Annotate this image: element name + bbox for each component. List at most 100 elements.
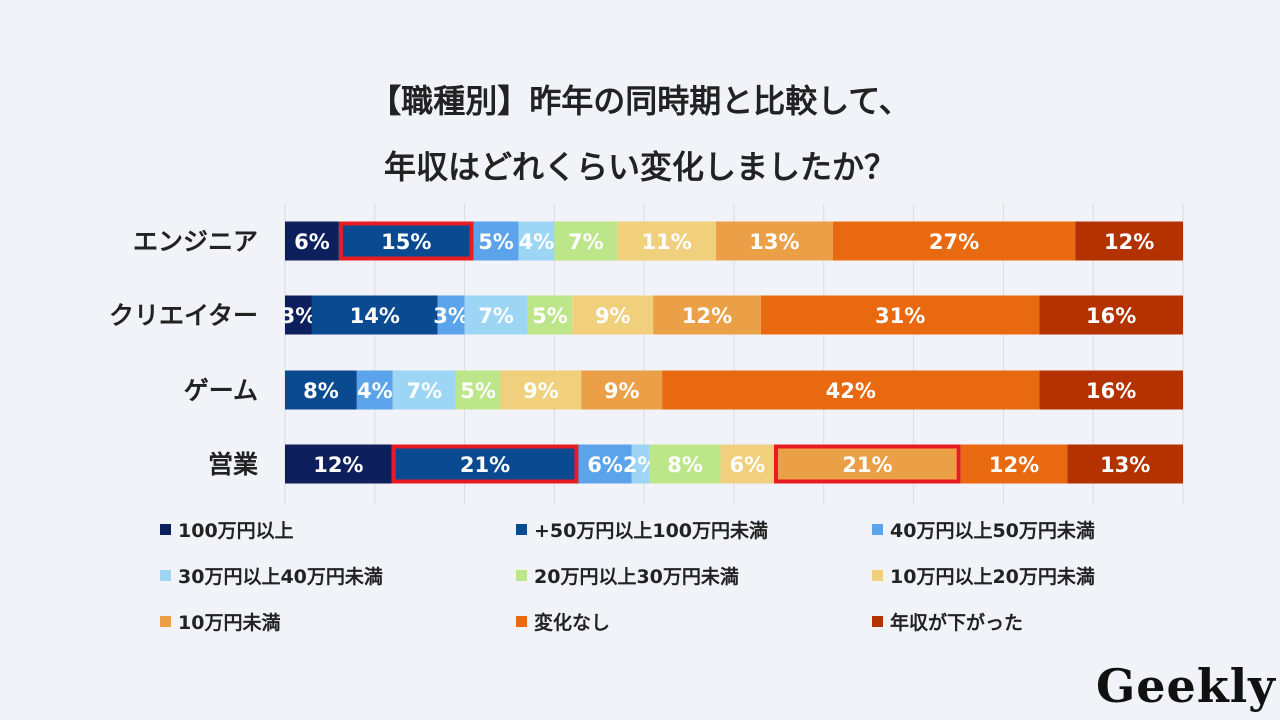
bar-segment [1067,444,1183,484]
data-label: 16% [1086,304,1136,328]
data-label: 12% [682,304,732,328]
legend-item: 10万円未満 [160,608,280,635]
geekly-logo: Geekly [1096,659,1276,713]
bar-segment [391,444,579,484]
legend-item: 30万円以上40万円未満 [160,562,383,589]
legend-label: 10万円以上20万円未満 [890,566,1095,588]
bar-segment [716,221,833,261]
legend-swatch [872,570,883,581]
category-label: ゲーム [184,376,258,405]
data-label: 31% [875,304,925,328]
highlight-box [338,221,474,261]
data-label: 8% [303,379,339,403]
bar-segment [653,295,761,335]
category-label: クリエイター [109,301,258,330]
data-label: 15% [381,230,431,254]
category-label: 営業 [208,450,258,479]
data-label: 5% [532,304,568,328]
bar-segment [760,295,1040,335]
category-label: エンジニア [133,227,258,256]
data-label: 6% [294,230,330,254]
bar-segment [473,221,519,261]
bar-segment [1039,370,1183,410]
data-label: 13% [749,230,799,254]
chart-title: 【職種別】昨年の同時期と比較して、 年収はどれくらい変化しましたか？ [0,68,1280,200]
legend-swatch [160,524,171,535]
bar-segment [617,221,717,261]
legend-item: 年収が下がった [872,608,1023,635]
data-label: 6% [730,453,766,477]
legend-swatch [516,570,527,581]
legend-label: +50万円以上100万円未満 [534,520,769,542]
bar-segment [338,221,474,261]
bar-segment [285,295,312,335]
legend-item: 100万円以上 [160,516,294,543]
bar-segment [662,370,1040,410]
legend-label: 30万円以上40万円未満 [178,566,383,588]
bar-segment [960,444,1068,484]
legend-item: 20万円以上30万円未満 [516,562,739,589]
legend-swatch [872,616,883,627]
highlight-box [774,444,961,484]
data-label: 7% [478,304,514,328]
bar-segment [1075,221,1183,261]
bar-segment [554,221,618,261]
bar-segment [285,370,357,410]
chart-title-line-1: 【職種別】昨年の同時期と比較して、 [369,82,911,120]
data-label: 27% [929,230,979,254]
legend-label: 年収が下がった [890,612,1024,634]
data-label: 12% [989,453,1039,477]
data-label: 8% [667,453,703,477]
legend-swatch [516,616,527,627]
chart-legend: 100万円以上 +50万円以上100万円未満 40万円以上50万円未満 30万円以上4… [160,508,1160,648]
data-label: 42% [826,379,876,403]
data-label: 21% [460,453,510,477]
data-label: 5% [478,230,514,254]
legend-item: 変化なし [516,608,610,635]
data-label: 13% [1100,453,1150,477]
data-label: 12% [313,453,363,477]
bar-segment [464,295,528,335]
bar-segment [311,295,438,335]
bar-segment [631,444,650,484]
data-label: 5% [460,379,496,403]
legend-label: 10万円未満 [178,612,281,634]
data-label: 11% [642,230,692,254]
bar-segment [527,295,573,335]
data-label: 14% [350,304,400,328]
legend-swatch [160,616,171,627]
data-label: 4% [357,379,393,403]
legend-label: 40万円以上50万円未満 [890,520,1095,542]
data-label: 21% [842,453,892,477]
bar-segment [285,444,392,484]
data-label: 3% [433,304,469,328]
bar-segment [1039,295,1183,335]
data-label: 9% [523,379,559,403]
bar-segment [500,370,582,410]
bar-segment [356,370,393,410]
data-label: 6% [587,453,623,477]
bar-segment [455,370,501,410]
data-label: 16% [1086,379,1136,403]
legend-label: 変化なし [534,612,611,634]
bar-segment [437,295,465,335]
bar-segment [581,370,663,410]
legend-item: +50万円以上100万円未満 [516,516,768,543]
highlight-box [391,444,579,484]
legend-swatch [160,570,171,581]
data-label: 9% [595,304,631,328]
data-label: 4% [519,230,555,254]
bar-segment [285,221,339,261]
legend-item: 40万円以上50万円未満 [872,516,1095,543]
bar-segment [518,221,555,261]
chart-title-line-2: 年収はどれくらい変化しましたか？ [383,148,896,186]
bar-segment [578,444,632,484]
legend-swatch [872,524,883,535]
data-label: 3% [281,304,317,328]
bar-segment [649,444,721,484]
legend-item: 10万円以上20万円未満 [872,562,1095,589]
legend-label: 100万円以上 [178,520,294,542]
data-label: 7% [568,230,604,254]
bar-segment [720,444,775,484]
